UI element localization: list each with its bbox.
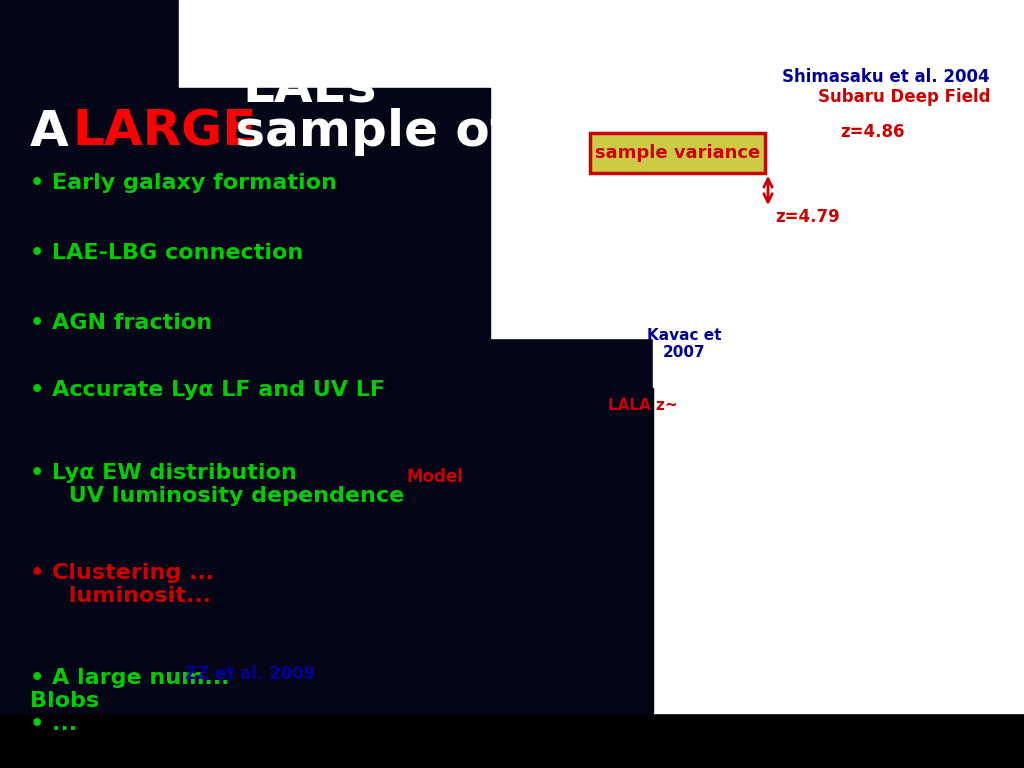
Text: sample variance: sample variance [595,144,760,162]
Text: • A large num...
Blobs
• ...: • A large num... Blobs • ... [30,668,229,734]
Text: • Lyα EW distribution
     UV luminosity dependence: • Lyα EW distribution UV luminosity depe… [30,463,404,506]
Text: Subaru Deep Field: Subaru Deep Field [817,88,990,106]
Text: LARGE: LARGE [72,108,256,156]
Bar [653,323,1024,713]
Bar [0,388,653,713]
Text: sample of z~4.5: sample of z~4.5 [218,108,688,156]
Text: • Clustering ...
     luminosit...: • Clustering ... luminosit... [30,563,214,606]
Bar [0,88,490,388]
Text: • Early galaxy formation: • Early galaxy formation [30,173,337,193]
Text: • Accurate Lyα LF and UV LF: • Accurate Lyα LF and UV LF [30,380,385,400]
Text: z=4.86: z=4.86 [840,123,904,141]
Text: • AGN fraction: • AGN fraction [30,313,212,333]
Text: Kavac et
2007: Kavac et 2007 [647,328,722,360]
Bar [179,0,1024,338]
Text: • LAE-LBG connection: • LAE-LBG connection [30,243,303,263]
Text: LAEs: LAEs [243,63,377,111]
Text: Model: Model [407,468,464,486]
Text: z=4.79: z=4.79 [775,208,840,226]
Text: Shimasaku et al. 2004: Shimasaku et al. 2004 [782,68,990,86]
Bar [0,0,653,713]
Bar [590,133,765,173]
Text: ZZ et al. 2009: ZZ et al. 2009 [185,665,315,683]
Text: LALA z~: LALA z~ [608,398,678,413]
Text: A: A [30,108,86,156]
